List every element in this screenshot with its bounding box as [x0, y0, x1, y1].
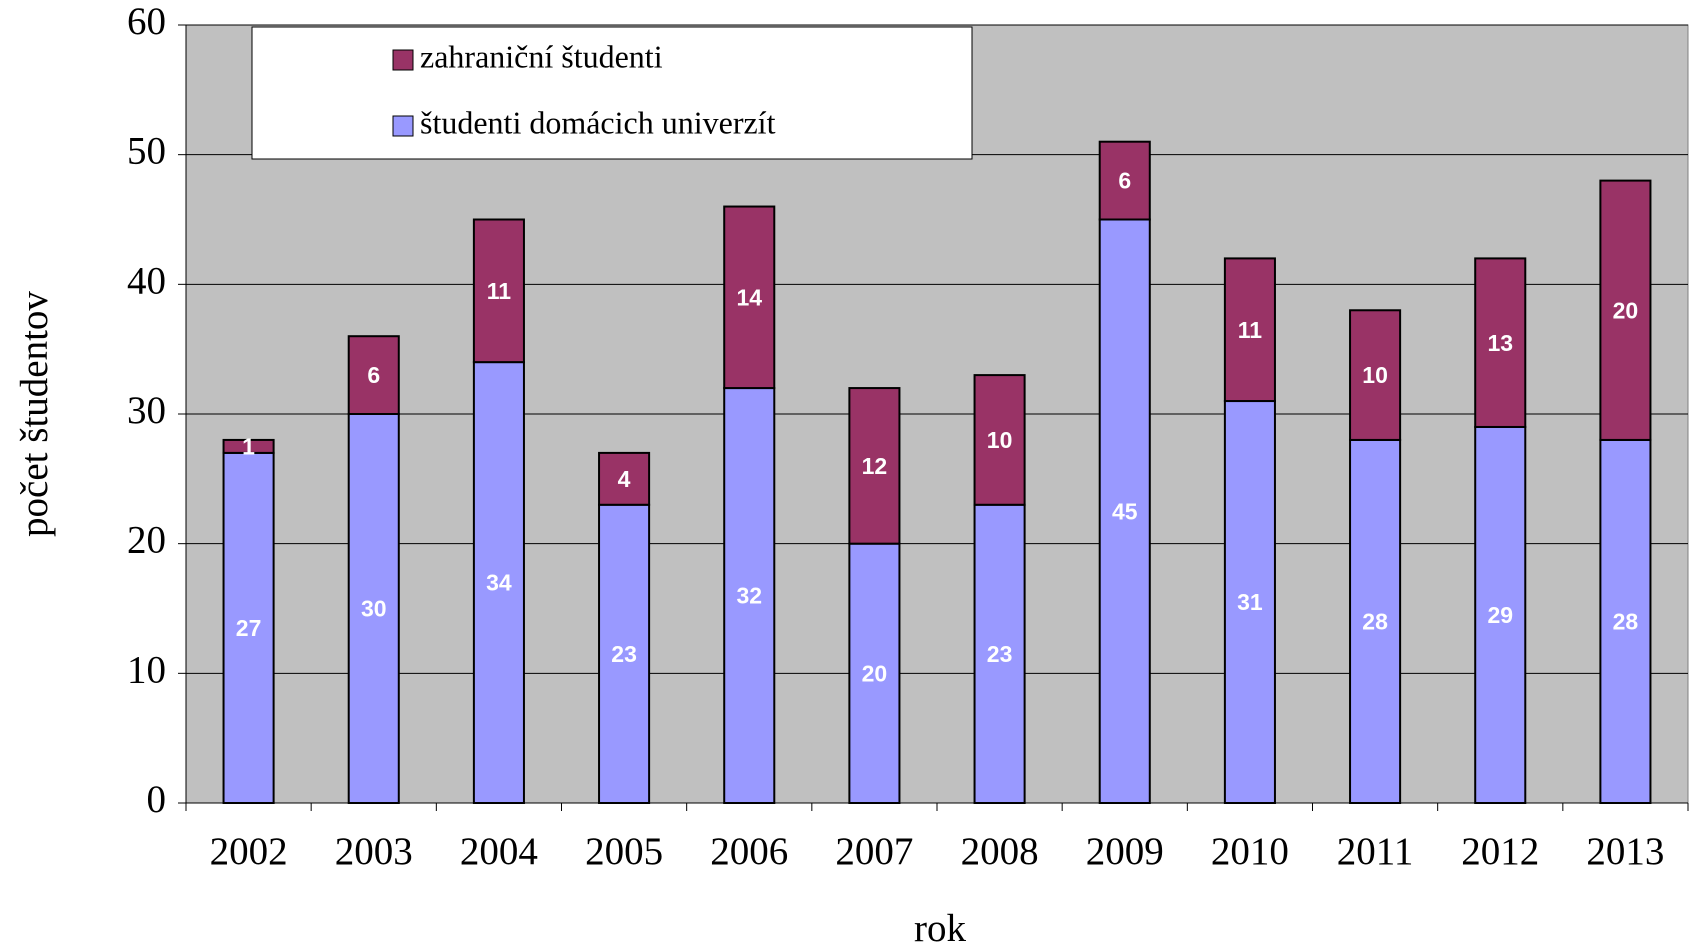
bar-segment — [1098, 218, 1151, 804]
bar-segment — [1474, 257, 1527, 428]
bar-segment — [1098, 140, 1151, 221]
x-tick-label: 2010 — [1211, 830, 1289, 873]
bar-segment — [848, 387, 901, 545]
x-tick-label: 2013 — [1586, 830, 1664, 873]
data-label: 10 — [1362, 362, 1388, 388]
bar-segment — [222, 451, 275, 804]
legend-label: zahraniční študenti — [420, 38, 663, 74]
x-tick-label: 2012 — [1461, 830, 1539, 873]
bar-segment — [222, 438, 275, 454]
y-tick-label: 40 — [127, 259, 166, 302]
data-label: 23 — [987, 641, 1013, 667]
x-tick-label: 2009 — [1086, 830, 1164, 873]
data-label: 28 — [1613, 609, 1639, 635]
y-tick-label: 20 — [127, 519, 166, 562]
data-label: 27 — [236, 615, 262, 641]
bar-segment — [1223, 400, 1276, 804]
bar-segment — [1223, 257, 1276, 403]
y-tick-label: 60 — [127, 0, 166, 43]
x-tick-label: 2002 — [210, 830, 288, 873]
data-label: 20 — [1613, 297, 1639, 323]
bar-segment — [347, 413, 400, 804]
bar-segment — [1474, 425, 1527, 804]
y-axis-label: počet študentov — [13, 291, 56, 537]
x-tick-label: 2006 — [710, 830, 788, 873]
y-tick-label: 10 — [127, 648, 166, 691]
data-label: 11 — [1238, 317, 1263, 343]
bar-segment — [472, 218, 525, 364]
data-label: 34 — [486, 570, 512, 596]
x-tick-label: 2011 — [1337, 830, 1414, 873]
data-label: 4 — [618, 466, 631, 492]
legend-swatch — [392, 49, 414, 71]
legend-swatch — [392, 115, 414, 137]
x-tick-label: 2003 — [335, 830, 413, 873]
data-label: 6 — [367, 362, 380, 388]
bar-segment — [1349, 438, 1402, 804]
bar-segment — [723, 205, 776, 390]
data-label: 28 — [1362, 609, 1388, 635]
x-tick-label: 2008 — [961, 830, 1039, 873]
data-label: 13 — [1487, 330, 1513, 356]
y-tick-label: 30 — [127, 389, 166, 432]
bar-segment — [973, 503, 1026, 804]
bar-segment — [1599, 179, 1652, 441]
data-label: 20 — [862, 660, 888, 686]
data-label: 31 — [1237, 589, 1263, 615]
y-tick-label: 0 — [147, 778, 167, 821]
bar-segment — [1599, 438, 1652, 804]
legend-box — [251, 26, 973, 160]
bar-segment — [973, 374, 1026, 506]
x-axis-label: rok — [914, 907, 966, 950]
x-tick-label: 2007 — [835, 830, 913, 873]
x-tick-label: 2005 — [585, 830, 663, 873]
data-label: 23 — [611, 641, 637, 667]
data-label: 1 — [242, 433, 255, 459]
data-label: 12 — [862, 453, 888, 479]
data-label: 32 — [736, 583, 762, 609]
x-tick-label: 2004 — [460, 830, 538, 873]
data-label: 14 — [736, 284, 762, 310]
legend-label: študenti domácich univerzít — [420, 104, 776, 140]
bar-segment — [848, 542, 901, 805]
data-label: 6 — [1118, 168, 1131, 194]
bar-segment — [347, 335, 400, 416]
bar-segment — [723, 387, 776, 804]
data-label: 10 — [987, 427, 1013, 453]
bar-segment — [598, 503, 651, 804]
bar-segment — [1349, 309, 1402, 441]
data-label: 29 — [1487, 602, 1513, 628]
data-label: 30 — [361, 596, 387, 622]
data-label: 11 — [487, 278, 512, 304]
bar-segment — [598, 451, 651, 506]
y-tick-label: 50 — [127, 130, 166, 173]
data-label: 45 — [1112, 498, 1138, 524]
